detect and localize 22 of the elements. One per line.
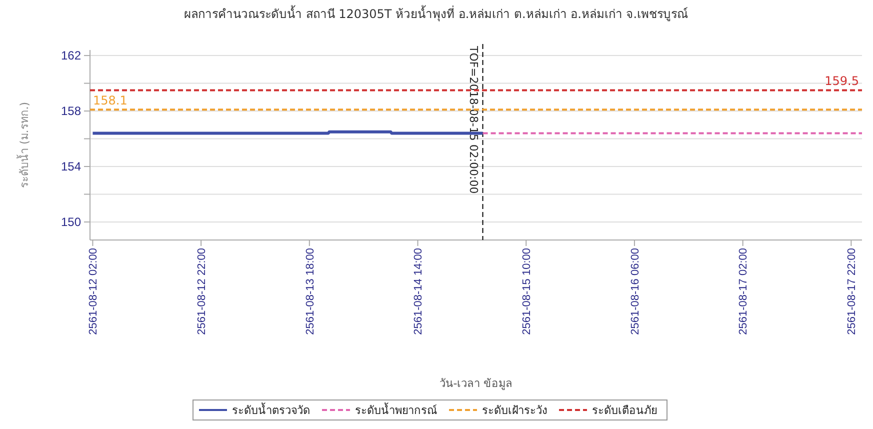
legend-label: ระดับเตือนภัย (592, 404, 657, 417)
chart-title: ผลการคำนวณระดับน้ำ สถานี 120305T ห้วยน้ำพุงที่ อ.หล่มเก่า ต.หล่มเก่า อ.หล่มเก่า จ.เพชรบูรณ์ (184, 5, 688, 22)
legend-label: ระดับน้ำพยากรณ์ (355, 402, 437, 417)
y-tick-label: 150 (60, 214, 82, 229)
x-tick-label: 2561-08-16 06:00 (629, 248, 642, 335)
y-tick-label: 158 (60, 104, 82, 118)
x-tick-label: 2561-08-12 22:00 (196, 248, 208, 335)
legend-label: ระดับน้ำตรวจวัด (232, 402, 310, 417)
data-label: 158.1 (93, 94, 128, 108)
legend-label: ระดับเฝ้าระวัง (482, 404, 547, 417)
ref-line-label: TOF=2018-08-15 02:00:00 (466, 45, 480, 194)
y-tick-label: 154 (60, 159, 82, 174)
x-tick-label: 2561-08-15 10:00 (520, 248, 533, 335)
x-tick-label: 2561-08-17 02:00 (738, 248, 750, 335)
y-axis-title: ระดับน้ำ (ม.รทก.) (16, 102, 31, 188)
x-tick-label: 2561-08-14 14:00 (412, 248, 425, 335)
x-axis-title: วัน-เวลา ข้อมูล (439, 377, 513, 390)
x-tick-label: 2561-08-12 02:00 (88, 248, 100, 335)
y-tick-label: 162 (60, 48, 82, 62)
x-tick-label: 2561-08-13 18:00 (304, 248, 316, 335)
x-tick-label: 2561-08-17 22:00 (846, 248, 858, 335)
data-label: 159.5 (824, 74, 859, 88)
